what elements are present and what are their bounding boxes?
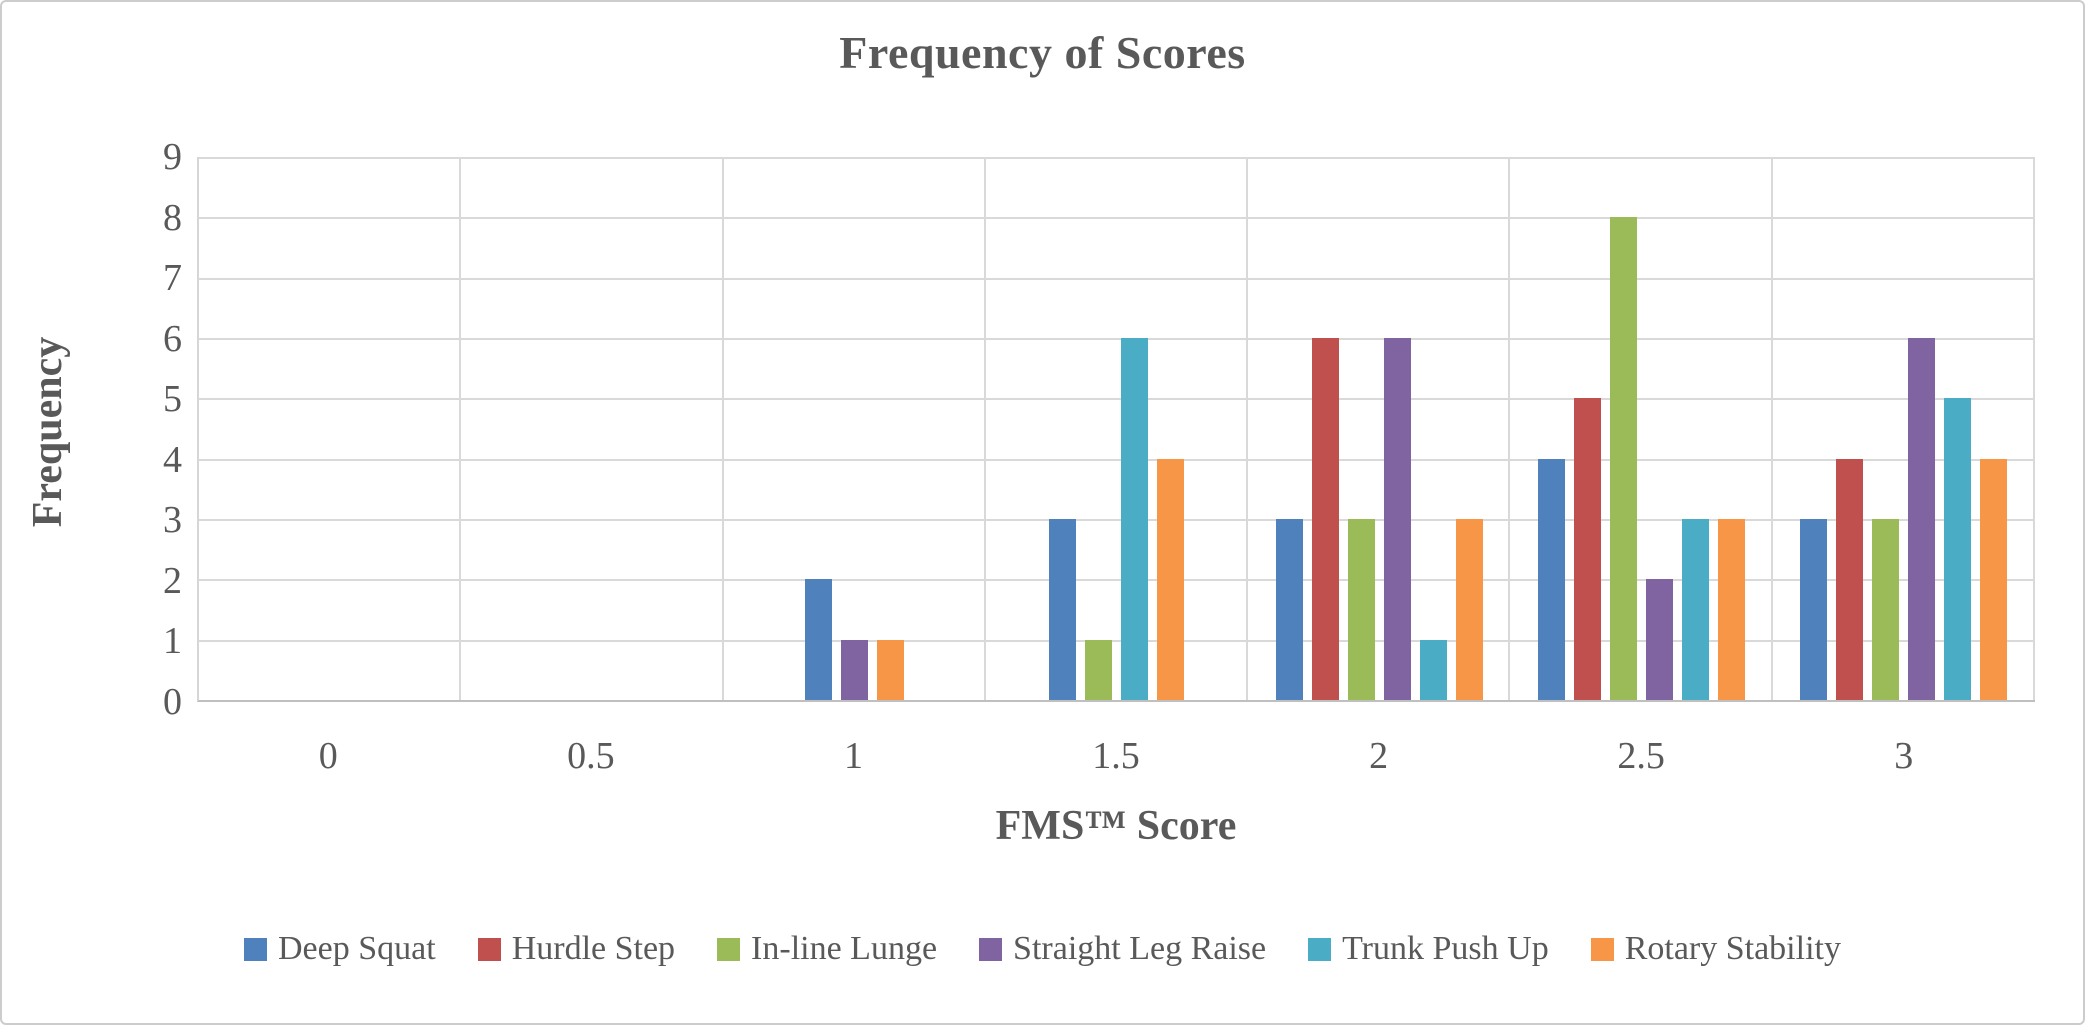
- x-tick-label: 3: [1894, 735, 1914, 777]
- legend: Deep Squat Hurdle Step In-line Lunge Straig…: [2, 930, 2083, 968]
- bar-deep-squat: [1049, 519, 1077, 700]
- x-tick-label: 2: [1369, 735, 1389, 777]
- y-tick-label: 9: [163, 136, 182, 178]
- x-tick-label: 2.5: [1617, 735, 1665, 777]
- gridline-vertical: [1508, 157, 1511, 700]
- bar-rotary-stability: [1718, 519, 1746, 700]
- x-tick-label: 0: [318, 735, 338, 777]
- legend-label: Straight Leg Raise: [1013, 930, 1267, 967]
- bar-in-line-lunge: [1872, 519, 1900, 700]
- legend-item-hurdle-step: Hurdle Step: [477, 930, 676, 968]
- gridline-vertical: [721, 157, 724, 700]
- legend-swatch: [717, 937, 741, 961]
- bar-hurdle-step: [1574, 398, 1602, 700]
- y-tick-label: 8: [163, 196, 182, 239]
- x-axis-ticks: 0 0.5 1 1.5 2 2.5 3: [197, 724, 2035, 788]
- bar-trunk-push-up: [1121, 338, 1149, 700]
- y-tick-label: 6: [163, 317, 182, 360]
- bar-group-score-0: [199, 157, 461, 700]
- y-axis-ticks: 0 1 2 3 4 5 6 7 8 9: [2, 138, 182, 721]
- legend-item-in-line-lunge: In-line Lunge: [717, 930, 937, 968]
- gridline-horizontal: [199, 157, 2035, 159]
- gridline-horizontal: [199, 639, 2035, 642]
- x-axis-title: FMS™ Score: [995, 803, 1237, 849]
- bar-group-score-3: [1773, 157, 2035, 700]
- bar-straight-leg-raise: [1908, 338, 1936, 700]
- bar-rotary-stability: [1455, 519, 1483, 700]
- bar-in-line-lunge: [1085, 639, 1113, 700]
- gridline-horizontal: [199, 519, 2035, 521]
- legend-item-trunk-push-up: Trunk Push Up: [1308, 930, 1549, 968]
- legend-label: Trunk Push Up: [1342, 930, 1549, 967]
- bar-deep-squat: [1800, 519, 1828, 700]
- bar-hurdle-step: [1836, 458, 1864, 700]
- gridline-horizontal: [199, 398, 2035, 401]
- y-tick-label: 4: [163, 438, 182, 481]
- gridline-horizontal: [199, 217, 2035, 220]
- y-tick-label: 5: [163, 378, 182, 421]
- gridline-vertical: [459, 157, 462, 700]
- gridline-vertical: [1770, 157, 1773, 700]
- y-tick-label: 2: [163, 559, 182, 602]
- legend-swatch: [979, 937, 1003, 961]
- bar-rotary-stability: [1157, 458, 1185, 700]
- bar-group-score-2.5: [1510, 157, 1772, 700]
- bar-rotary-stability: [877, 639, 905, 700]
- y-tick-label: 0: [163, 681, 182, 723]
- bar-deep-squat: [1275, 519, 1303, 700]
- bar-group-score-0.5: [461, 157, 723, 700]
- bar-deep-squat: [805, 579, 833, 700]
- bar-trunk-push-up: [1944, 398, 1972, 700]
- gridline-vertical: [1246, 157, 1249, 700]
- legend-item-deep-squat: Deep Squat: [244, 930, 436, 968]
- legend-item-rotary-stability: Rotary Stability: [1590, 930, 1841, 968]
- gridline-horizontal: [199, 579, 2035, 582]
- legend-label: Deep Squat: [278, 930, 436, 967]
- bar-group-score-1: [724, 157, 986, 700]
- legend-label: Hurdle Step: [511, 930, 676, 967]
- x-tick-label: 0.5: [567, 735, 615, 777]
- legend-swatch: [1308, 937, 1332, 961]
- gridline-horizontal: [199, 458, 2035, 461]
- chart-title: Frequency of Scores: [839, 27, 1246, 78]
- bar-deep-squat: [1538, 458, 1566, 700]
- gridline-vertical: [983, 157, 986, 700]
- legend-label: In-line Lunge: [751, 930, 938, 967]
- plot-area: [197, 157, 2035, 702]
- legend-item-straight-leg-raise: Straight Leg Raise: [979, 930, 1266, 968]
- gridline-horizontal: [199, 338, 2035, 340]
- bar-rotary-stability: [1980, 458, 2008, 700]
- bar-in-line-lunge: [1610, 217, 1638, 700]
- legend-swatch: [244, 937, 267, 961]
- legend-swatch: [477, 937, 501, 961]
- bar-straight-leg-raise: [1646, 579, 1674, 700]
- y-tick-label: 1: [163, 620, 182, 663]
- y-tick-label: 3: [163, 499, 182, 542]
- x-tick-label: 1.5: [1092, 735, 1140, 777]
- legend-swatch: [1590, 937, 1614, 961]
- bar-in-line-lunge: [1347, 519, 1375, 700]
- bar-trunk-push-up: [1682, 519, 1710, 700]
- bar-hurdle-step: [1311, 338, 1339, 700]
- gridline-vertical: [2033, 157, 2035, 700]
- bar-trunk-push-up: [1419, 639, 1447, 700]
- x-tick-label: 1: [843, 735, 863, 777]
- bar-group-score-2: [1248, 157, 1510, 700]
- y-tick-label: 7: [163, 257, 182, 300]
- gridline-horizontal: [199, 277, 2035, 280]
- bar-straight-leg-raise: [841, 639, 869, 700]
- bar-group-score-1.5: [986, 157, 1248, 700]
- legend-label: Rotary Stability: [1624, 930, 1841, 967]
- bar-straight-leg-raise: [1383, 338, 1411, 700]
